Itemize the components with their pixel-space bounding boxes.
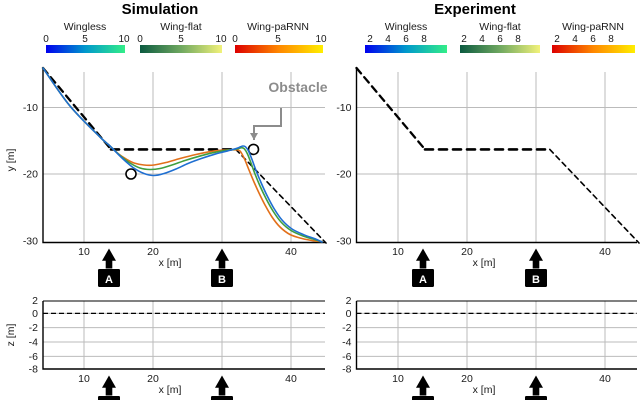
svg-text:2: 2 xyxy=(367,34,373,45)
svg-text:40: 40 xyxy=(599,246,611,258)
svg-text:10: 10 xyxy=(315,34,327,45)
svg-text:Wing-paRNN: Wing-paRNN xyxy=(247,21,309,33)
svg-text:-10: -10 xyxy=(336,102,351,114)
svg-text:2: 2 xyxy=(32,295,38,307)
svg-text:Wing-paRNN: Wing-paRNN xyxy=(562,21,624,33)
svg-text:x [m]: x [m] xyxy=(159,257,182,269)
svg-text:B: B xyxy=(218,274,226,286)
svg-text:8: 8 xyxy=(515,34,521,45)
svg-text:-4: -4 xyxy=(342,337,351,349)
svg-text:Experiment: Experiment xyxy=(434,1,516,18)
svg-text:-6: -6 xyxy=(342,351,351,363)
svg-text:-8: -8 xyxy=(29,364,38,376)
svg-text:10: 10 xyxy=(118,34,130,45)
svg-text:0: 0 xyxy=(232,34,238,45)
svg-text:8: 8 xyxy=(421,34,427,45)
svg-text:2: 2 xyxy=(346,295,352,307)
svg-text:-20: -20 xyxy=(23,169,38,181)
svg-text:6: 6 xyxy=(590,34,596,45)
svg-text:z [m]: z [m] xyxy=(5,324,17,347)
svg-text:Wingless: Wingless xyxy=(385,21,428,33)
svg-text:10: 10 xyxy=(392,373,404,385)
svg-text:-2: -2 xyxy=(29,322,38,334)
svg-text:0: 0 xyxy=(137,34,143,45)
svg-text:B: B xyxy=(532,274,540,286)
svg-text:4: 4 xyxy=(385,34,391,45)
svg-text:6: 6 xyxy=(403,34,409,45)
svg-text:40: 40 xyxy=(285,373,297,385)
svg-text:-30: -30 xyxy=(336,236,351,248)
svg-text:4: 4 xyxy=(479,34,485,45)
svg-text:5: 5 xyxy=(275,34,281,45)
svg-text:2: 2 xyxy=(554,34,560,45)
svg-text:2: 2 xyxy=(461,34,467,45)
svg-text:40: 40 xyxy=(599,373,611,385)
svg-text:10: 10 xyxy=(215,34,227,45)
svg-text:A: A xyxy=(419,274,427,286)
svg-text:Obstacle: Obstacle xyxy=(268,79,327,95)
svg-text:10: 10 xyxy=(78,373,90,385)
svg-text:x [m]: x [m] xyxy=(159,384,182,396)
svg-text:y [m]: y [m] xyxy=(5,149,17,172)
svg-text:0: 0 xyxy=(32,308,38,320)
svg-text:Wing-flat: Wing-flat xyxy=(160,21,202,33)
svg-text:0: 0 xyxy=(346,308,352,320)
svg-text:x [m]: x [m] xyxy=(473,257,496,269)
svg-text:Wingless: Wingless xyxy=(64,21,107,33)
svg-text:20: 20 xyxy=(147,246,159,258)
svg-text:Wing-flat: Wing-flat xyxy=(479,21,521,33)
svg-text:20: 20 xyxy=(461,246,473,258)
svg-text:-8: -8 xyxy=(342,364,351,376)
svg-text:10: 10 xyxy=(78,246,90,258)
svg-text:Simulation: Simulation xyxy=(122,1,199,18)
svg-text:-30: -30 xyxy=(23,236,38,248)
svg-text:10: 10 xyxy=(392,246,404,258)
svg-text:4: 4 xyxy=(572,34,578,45)
svg-text:A: A xyxy=(105,274,113,286)
svg-text:20: 20 xyxy=(147,373,159,385)
svg-text:x [m]: x [m] xyxy=(473,384,496,396)
svg-text:5: 5 xyxy=(82,34,88,45)
svg-text:0: 0 xyxy=(43,34,49,45)
svg-text:6: 6 xyxy=(497,34,503,45)
svg-text:-4: -4 xyxy=(29,337,38,349)
svg-text:-10: -10 xyxy=(23,102,38,114)
svg-text:8: 8 xyxy=(608,34,614,45)
svg-text:40: 40 xyxy=(285,246,297,258)
svg-text:-20: -20 xyxy=(336,169,351,181)
svg-text:-6: -6 xyxy=(29,351,38,363)
svg-text:5: 5 xyxy=(178,34,184,45)
svg-text:20: 20 xyxy=(461,373,473,385)
svg-text:-2: -2 xyxy=(342,322,351,334)
